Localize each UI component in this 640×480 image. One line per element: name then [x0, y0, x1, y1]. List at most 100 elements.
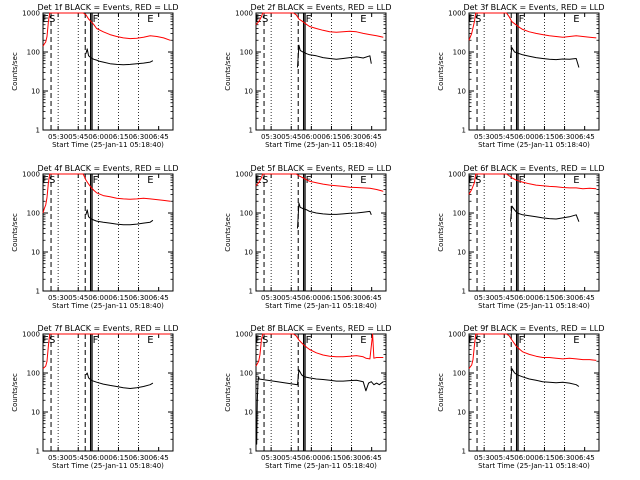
x-tick-label: 05:30: [474, 454, 494, 462]
plot-frame: [42, 173, 174, 292]
x-tick-label: 06:45: [575, 454, 595, 462]
marker-S: S: [475, 175, 481, 186]
lld-series-line: [42, 333, 171, 369]
x-tick-label: 05:45: [68, 133, 88, 141]
x-tick-label: 06:00: [514, 133, 534, 141]
x-tick-label: 05:45: [281, 454, 301, 462]
marker-E-end: E: [573, 14, 579, 25]
x-tick-label: 05:30: [48, 294, 68, 302]
panel-6: Det 6f BLACK = Events, RED = LLD 1 10 100 10…: [437, 164, 605, 310]
x-tick-label: 06:00: [301, 294, 321, 302]
events-series-line: [85, 372, 154, 389]
x-axis-label: Start Time (25-Jan-11 05:18:40): [265, 141, 377, 149]
marker-E-start: E: [42, 335, 48, 346]
x-tick-label: 06:15: [534, 294, 554, 302]
x-tick-label: 06:45: [575, 294, 595, 302]
panel-7: Det 7f BLACK = Events, RED = LLD 1 10 100 10…: [11, 324, 179, 470]
x-tick-label: 06:30: [554, 294, 574, 302]
marker-E-start: E: [255, 175, 261, 186]
y-tick-label: 100: [27, 49, 40, 57]
y-tick-label: 1000: [235, 171, 253, 179]
y-tick-label: 1: [36, 288, 40, 296]
x-tick-label: 06:15: [108, 133, 128, 141]
x-tick-label: 05:45: [68, 454, 88, 462]
y-axis-label: Counts/sec: [437, 373, 445, 412]
panel-1: Det 1f BLACK = Events, RED = LLD 1 10 100 10…: [11, 3, 179, 149]
events-series-line: [297, 202, 372, 229]
y-tick-label: 10: [457, 409, 466, 417]
y-tick-label: 1: [36, 127, 40, 135]
x-axis-label: Start Time (25-Jan-11 05:18:40): [52, 141, 164, 149]
y-tick-label: 100: [453, 370, 466, 378]
x-tick-label: 06:45: [149, 133, 169, 141]
y-tick-label: 10: [457, 88, 466, 96]
y-tick-label: 100: [240, 210, 253, 218]
marker-S: S: [262, 175, 268, 186]
lld-series-line: [468, 333, 597, 369]
events-series-line: [85, 209, 154, 226]
events-series-line: [85, 48, 154, 66]
x-tick-label: 06:15: [534, 454, 554, 462]
x-tick-label: 06:30: [128, 454, 148, 462]
x-tick-label: 05:30: [48, 454, 68, 462]
x-tick-label: 06:45: [362, 133, 382, 141]
panel-4: Det 4f BLACK = Events, RED = LLD 1 10 100 10…: [11, 164, 179, 310]
x-tick-label: 06:30: [341, 454, 361, 462]
y-tick-label: 1000: [22, 171, 40, 179]
y-axis-label: Counts/sec: [224, 373, 232, 412]
x-tick-label: 06:30: [128, 133, 148, 141]
lld-series-line: [255, 12, 384, 38]
events-series-line: [297, 44, 372, 68]
events-series-line: [255, 369, 384, 445]
y-tick-label: 1: [462, 288, 466, 296]
marker-E-end: E: [360, 335, 366, 346]
y-axis-label: Counts/sec: [11, 52, 19, 91]
marker-E-end: E: [360, 175, 366, 186]
marker-E-end: E: [360, 14, 366, 25]
panel-2: Det 2f BLACK = Events, RED = LLD 1 10 100 10…: [224, 3, 392, 149]
x-tick-label: 06:15: [534, 133, 554, 141]
y-tick-label: 100: [453, 210, 466, 218]
y-tick-label: 100: [27, 210, 40, 218]
marker-S: S: [475, 14, 481, 25]
x-tick-label: 05:30: [48, 133, 68, 141]
panel-8: Det 8f BLACK = Events, RED = LLD 1 10 100 10…: [224, 324, 392, 470]
x-axis-label: Start Time (25-Jan-11 05:18:40): [52, 302, 164, 310]
x-tick-label: 06:30: [128, 294, 148, 302]
panel-title: Det 4f BLACK = Events, RED = LLD: [37, 164, 178, 173]
y-tick-label: 1: [249, 288, 253, 296]
x-tick-label: 06:45: [362, 454, 382, 462]
y-tick-label: 1: [462, 448, 466, 456]
plot-frame: [468, 173, 600, 292]
y-axis-label: Counts/sec: [437, 52, 445, 91]
x-tick-label: 05:45: [68, 294, 88, 302]
marker-E-start: E: [468, 335, 474, 346]
y-tick-label: 10: [31, 409, 40, 417]
marker-E-start: E: [468, 175, 474, 186]
events-series-line: [510, 368, 580, 387]
y-tick-label: 1000: [22, 10, 40, 18]
plot-frame: [255, 12, 387, 131]
y-tick-label: 1: [462, 127, 466, 135]
x-tick-label: 06:00: [88, 133, 108, 141]
plot-frame: [468, 333, 600, 452]
x-axis-label: Start Time (25-Jan-11 05:18:40): [478, 302, 590, 310]
x-tick-label: 06:30: [554, 454, 574, 462]
panel-title: Det 9f BLACK = Events, RED = LLD: [463, 324, 604, 333]
x-axis-label: Start Time (25-Jan-11 05:18:40): [265, 302, 377, 310]
x-axis-label: Start Time (25-Jan-11 05:18:40): [52, 462, 164, 470]
lld-series-line: [255, 333, 384, 367]
y-tick-label: 1000: [448, 171, 466, 179]
panel-9: Det 9f BLACK = Events, RED = LLD 1 10 100 10…: [437, 324, 605, 470]
y-tick-label: 1: [249, 448, 253, 456]
x-tick-label: 06:15: [108, 294, 128, 302]
panel-3: Det 3f BLACK = Events, RED = LLD 1 10 100 10…: [437, 3, 605, 149]
x-tick-label: 06:00: [514, 294, 534, 302]
marker-S: S: [262, 14, 268, 25]
lld-series-line: [468, 12, 597, 41]
marker-F: F: [519, 335, 525, 346]
events-series-line: [510, 47, 580, 68]
plot-frame: [255, 333, 387, 452]
